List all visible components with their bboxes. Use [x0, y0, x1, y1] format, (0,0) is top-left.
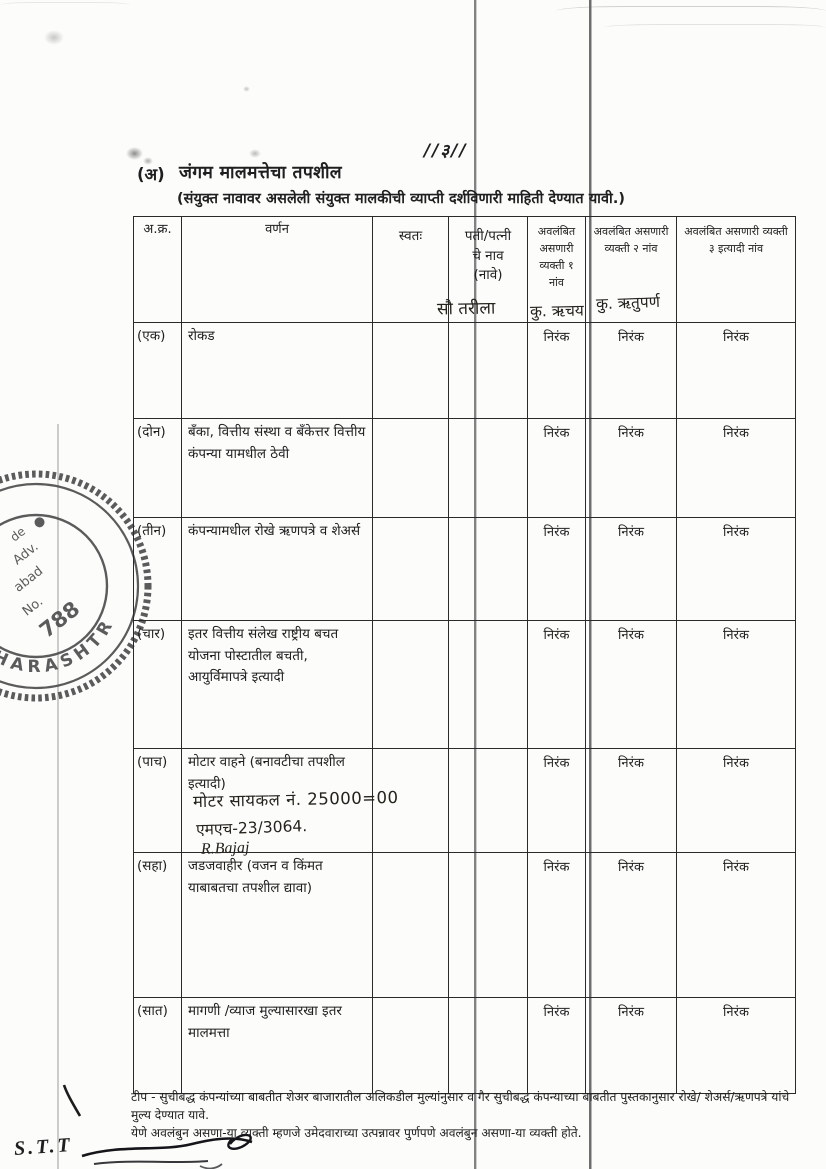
page-title: जंगम मालमत्तेचा तपशील [179, 163, 342, 183]
ink-smudge [249, 149, 261, 158]
ink-smudge [243, 86, 250, 92]
stamp-dot [34, 517, 45, 528]
self-cell [372, 620, 449, 749]
spouse-cell [448, 997, 528, 1094]
spouse-cell [448, 517, 528, 621]
dependent3-cell: निरंक [676, 997, 796, 1094]
pen-stroke-mark [62, 1084, 82, 1117]
dependent2-cell: निरंक [585, 418, 677, 518]
self-cell [372, 322, 449, 419]
col-header-self: स्वतः [372, 216, 449, 323]
note-line-2: मुल्य देण्यात यावे. [131, 1107, 209, 1122]
note-line-1: टीप - सुचीबद्ध कंपन्यांच्या बाबतीत शेअर … [131, 1090, 790, 1104]
col-header-spouse-line2: चे नाव [472, 247, 504, 264]
spouse-cell [448, 852, 528, 998]
scan-artifact-line [556, 6, 826, 16]
row-label: (सात) [133, 997, 182, 1094]
dependent1-cell: निरंक [527, 517, 586, 621]
row-label: (एक) [133, 322, 182, 419]
spouse-cell [448, 748, 528, 853]
self-cell [372, 517, 449, 621]
dependent2-cell: निरंक [585, 852, 677, 998]
row-description: रोकड [181, 322, 373, 419]
dependent1-cell: निरंक [527, 418, 586, 518]
row-description: कंपन्यामधील रोखे ऋणपत्रे व शेअर्स [181, 517, 373, 621]
self-cell [372, 997, 449, 1094]
table-row-jewellery: (सहा) जडजवाहीर (वजन व किंमत याबाबतचा तपश… [133, 852, 796, 998]
row-label: (दोन) [133, 418, 182, 518]
row-description: मोटार वाहने (बनावटीचा तपशील इत्यादी) [181, 748, 373, 853]
handwritten-spouse-name: सौ तरीला [436, 298, 496, 320]
dependent3-cell: निरंक [676, 620, 796, 749]
dependent1-cell: निरंक [527, 748, 586, 853]
page-subtitle: (संयुक्त नावावर असलेली संयुक्त मालकीची व… [177, 191, 626, 207]
movable-assets-table: अ.क्र. वर्णन स्वतः पती/पत्नी चे नाव (नाव… [133, 216, 796, 1094]
row-description: इतर वित्तीय संलेख राष्ट्रीय बचत योजना पो… [181, 620, 373, 749]
table-row-shares: (तीन) कंपन्यामधील रोखे ऋणपत्रे व शेअर्स … [133, 517, 796, 621]
spouse-cell [448, 620, 528, 749]
dependent3-cell: निरंक [676, 517, 796, 621]
dependent2-cell: निरंक [585, 517, 677, 621]
self-cell [372, 418, 449, 518]
col-header-serial: अ.क्र. [133, 216, 182, 323]
table-row-motor-vehicles: (पाच) मोटार वाहने (बनावटीचा तपशील इत्याद… [133, 748, 796, 853]
col-header-dependent1: अवलंबित असणारी व्यक्ती १ नांव [527, 216, 586, 323]
spouse-cell [448, 418, 528, 518]
dependent3-cell: निरंक [676, 322, 796, 419]
row-label: (चार) [133, 620, 182, 749]
dependent2-cell: निरंक [585, 997, 677, 1094]
footnotes: टीप - सुचीबद्ध कंपन्यांच्या बाबतीत शेअर … [131, 1090, 805, 1144]
stamp-inner-ring [0, 513, 109, 659]
col-header-spouse-line3: (नावे) [473, 267, 503, 284]
stamp-inner-text-4: No. [20, 594, 46, 619]
row-label: (सहा) [133, 852, 182, 998]
section-marker: (अ) [137, 165, 165, 184]
handwritten-dependent1-name: कु. ऋचय [529, 301, 584, 321]
dependent2-cell: निरंक [585, 620, 677, 749]
spouse-cell [448, 322, 528, 419]
table-row-savings: (चार) इतर वित्तीय संलेख राष्ट्रीय बचत यो… [133, 620, 796, 749]
signature-initials: S.T.T [13, 1133, 74, 1161]
row-description: बँका, वित्तीय संस्था व बँकेत्तर वित्तीय … [181, 418, 373, 518]
dependent1-cell: निरंक [527, 620, 586, 749]
self-cell [372, 748, 449, 853]
handwritten-dependent2-name: कु. ऋतुपर्ण [595, 292, 661, 314]
handwritten-motorcycle-value: मोटर सायकल नं. 25000=00 [192, 787, 399, 812]
table-row-cash: (एक) रोकड निरंक निरंक निरंक [133, 322, 796, 419]
row-label: (पाच) [133, 748, 182, 853]
table-row-other-assets: (सात) मागणी /व्याज मुल्यासारखा इतर मालमत… [133, 997, 796, 1094]
ink-smudge [126, 147, 143, 160]
signature-flourish [81, 1133, 253, 1169]
scan-artifact-line [604, 24, 826, 31]
handwritten-vehicle-number: एमएच-23/3064. [195, 817, 308, 839]
row-description: जडजवाहीर (वजन व किंमत याबाबतचा तपशील द्य… [181, 852, 373, 998]
dependent3-cell: निरंक [676, 852, 796, 998]
dependent3-cell: निरंक [676, 748, 796, 853]
stamp-inner-text-3: abad [11, 564, 46, 596]
col-header-spouse-line1: पती/पत्नी [464, 228, 512, 244]
row-description: मागणी /व्याज मुल्यासारखा इतर मालमत्ता [181, 997, 373, 1094]
page-number: //३// [424, 141, 468, 161]
handwritten-vehicle-make: R.Bajaj [200, 839, 250, 858]
dependent1-cell: निरंक [527, 322, 586, 419]
vertical-fold-line-left [57, 424, 59, 1169]
ink-smudge [44, 30, 64, 45]
dependent2-cell: निरंक [585, 748, 677, 853]
dependent2-cell: निरंक [585, 322, 677, 419]
signature-block: S.T.T [13, 1130, 294, 1169]
row-label: (तीन) [133, 517, 182, 621]
col-header-description: वर्णन [181, 216, 373, 323]
scan-artifact-line [0, 2, 130, 8]
dependent1-cell: निरंक [527, 852, 586, 998]
advocate-round-stamp: MAHARASHTRA de Adv. abad No. 788 [0, 458, 152, 702]
dependent3-cell: निरंक [676, 418, 796, 518]
self-cell [372, 852, 449, 998]
table-row-bank-deposits: (दोन) बँका, वित्तीय संस्था व बँकेत्तर वि… [133, 418, 796, 518]
stamp-inner-text-1: de [8, 524, 28, 544]
col-header-dependent3: अवलंबित असणारी व्यक्ती ३ इत्यादी नांव [676, 216, 796, 323]
dependent1-cell: निरंक [527, 997, 586, 1094]
ink-smudge [143, 157, 153, 165]
